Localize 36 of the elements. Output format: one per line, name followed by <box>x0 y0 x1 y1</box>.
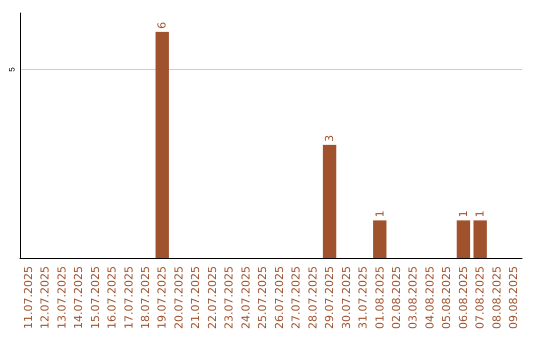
x-tick-label: 04.08.2025 <box>423 266 436 330</box>
x-tick-label: 25.07.2025 <box>256 266 270 330</box>
x-tick-label: 17.07.2025 <box>122 266 136 330</box>
x-tick-label: 20.07.2025 <box>172 266 186 330</box>
x-tick-label: 24.07.2025 <box>239 266 252 330</box>
x-tick-label: 06.08.2025 <box>456 266 470 330</box>
x-tick-label: 18.07.2025 <box>139 266 152 330</box>
x-tick-label: 19.07.2025 <box>156 266 169 330</box>
x-tick-label: 11.07.2025 <box>22 266 35 330</box>
x-tick-label: 26.07.2025 <box>272 266 286 330</box>
x-tick-label: 31.07.2025 <box>356 266 370 330</box>
x-tick-label: 28.07.2025 <box>306 266 320 330</box>
x-tick-label: 23.07.2025 <box>222 266 236 330</box>
x-tick-label: 12.07.2025 <box>38 266 52 330</box>
x-tick-label: 13.07.2025 <box>55 266 68 330</box>
x-tick-label: 02.08.2025 <box>390 266 403 330</box>
x-tick-label: 30.07.2025 <box>340 266 353 330</box>
x-tick-label: 07.08.2025 <box>474 266 487 330</box>
x-tick-label: 27.07.2025 <box>290 266 303 330</box>
x-tick-label: 22.07.2025 <box>206 266 219 330</box>
x-tick-label: 09.08.2025 <box>507 266 520 330</box>
data-label: 1 <box>373 210 386 218</box>
data-label: 6 <box>156 22 169 29</box>
x-tick-label: 03.08.2025 <box>406 266 420 330</box>
y-tick-label: 5 <box>8 66 16 72</box>
x-tick-label: 05.08.2025 <box>440 266 454 330</box>
x-tick-label: 14.07.2025 <box>72 266 86 330</box>
data-label: 3 <box>323 134 336 142</box>
x-tick-label: 08.08.2025 <box>490 266 504 330</box>
data-label: 1 <box>456 210 470 218</box>
x-tick-label: 29.07.2025 <box>323 266 336 330</box>
x-tick-label: 01.08.2025 <box>373 266 386 330</box>
x-tick-label: 16.07.2025 <box>106 266 119 330</box>
x-tick-label: 21.07.2025 <box>189 266 202 330</box>
data-label: 1 <box>474 210 487 218</box>
x-tick-label: 15.07.2025 <box>88 266 102 330</box>
